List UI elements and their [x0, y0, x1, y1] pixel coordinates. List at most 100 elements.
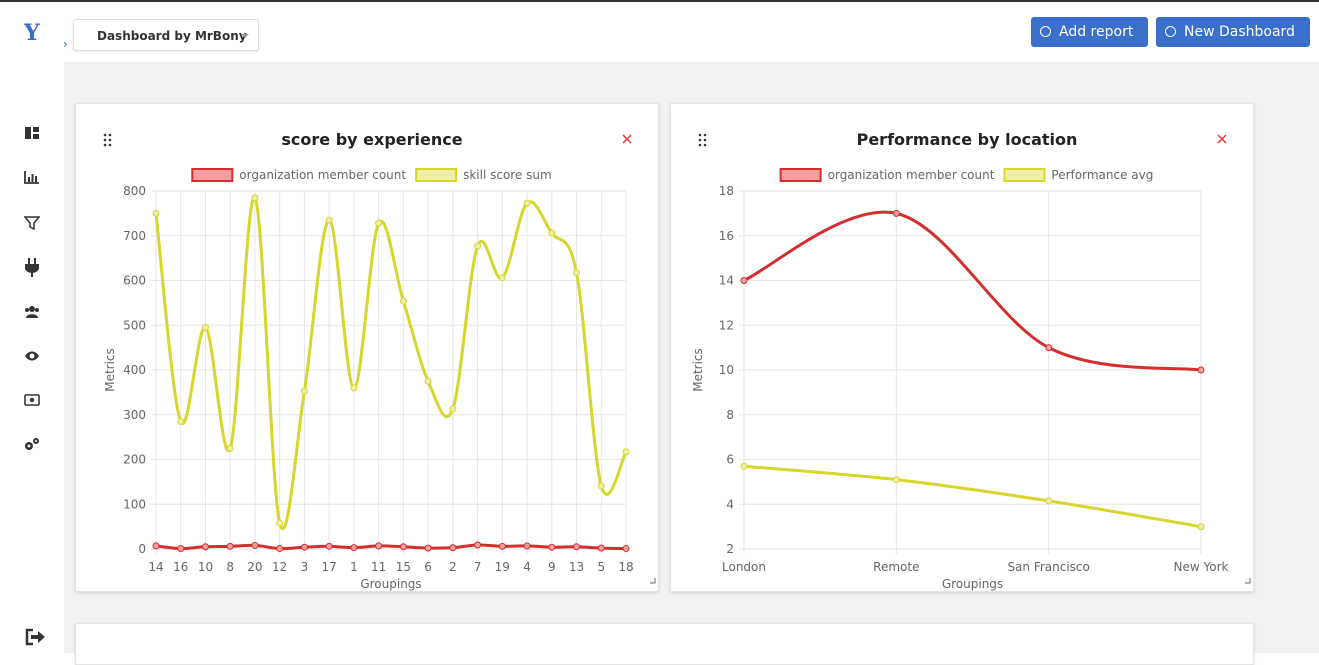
data-point	[375, 219, 383, 227]
legend-swatch	[415, 168, 458, 182]
data-point	[548, 229, 556, 237]
nav-users[interactable]	[24, 305, 40, 319]
data-point	[251, 194, 259, 202]
logout[interactable]	[24, 628, 48, 648]
data-point	[474, 242, 482, 250]
x-tick-label: 8	[226, 560, 234, 574]
nav-filters[interactable]	[24, 216, 40, 230]
top-border	[0, 0, 1319, 2]
data-point	[1045, 497, 1053, 505]
data-point	[523, 199, 531, 207]
data-point	[498, 274, 506, 282]
data-point	[740, 277, 748, 284]
data-point	[226, 444, 234, 452]
legend-swatch	[1003, 168, 1046, 182]
data-point	[201, 323, 209, 331]
series-line	[154, 196, 628, 531]
nav-dashboard[interactable]	[24, 126, 40, 140]
logo[interactable]: Y	[24, 20, 40, 46]
legend-label: skill score sum	[463, 168, 552, 182]
y-tick-label: 16	[719, 229, 734, 243]
x-tick-label: New York	[1174, 560, 1229, 574]
new-dashboard-button[interactable]: New Dashboard	[1156, 17, 1310, 47]
legend-label: Performance avg	[1051, 168, 1153, 182]
data-point	[1197, 523, 1205, 531]
x-tick-label: 15	[396, 560, 411, 574]
x-tick-label: 3	[301, 560, 309, 574]
add-report-button[interactable]: Add report	[1031, 17, 1148, 47]
data-point	[350, 544, 358, 552]
y-tick-label: 600	[123, 274, 146, 288]
close-button[interactable]	[622, 134, 632, 144]
data-point	[498, 542, 506, 550]
y-tick-label: 12	[719, 318, 734, 332]
legend-swatch	[779, 168, 822, 182]
sidebar-toggle[interactable]: ›	[63, 37, 68, 51]
x-tick-label: 14	[148, 560, 163, 574]
data-point	[892, 209, 900, 217]
x-tick-label: 2	[449, 560, 457, 574]
x-tick-label: 19	[495, 560, 510, 574]
data-point	[152, 542, 160, 550]
data-point	[300, 543, 308, 551]
x-tick-label: 5	[597, 560, 605, 574]
data-point	[622, 448, 630, 456]
x-tick-label: 6	[424, 560, 432, 574]
data-point	[474, 541, 482, 549]
data-point	[177, 417, 185, 425]
data-point	[152, 209, 160, 217]
data-point	[177, 545, 185, 553]
chart-title: Performance by location	[857, 130, 1078, 149]
x-tick-label: 16	[173, 560, 188, 574]
data-point	[300, 387, 308, 395]
series-line	[155, 543, 627, 551]
chart: Performance by location 2 4 6 8 10 12 14 16 18 Lon…	[691, 130, 1251, 591]
x-tick-label: 7	[474, 560, 482, 574]
legend-swatch	[191, 168, 234, 182]
nav-settings[interactable]	[24, 437, 40, 451]
legend-label: organization member count	[828, 168, 995, 182]
y-axis-label: Metrics	[691, 348, 705, 392]
x-tick-label: San Francisco	[1007, 560, 1089, 574]
data-point	[226, 542, 234, 550]
data-point	[251, 541, 259, 549]
data-point	[375, 542, 383, 550]
y-tick-label: 500	[123, 318, 146, 332]
y-tick-label: 6	[726, 453, 734, 467]
data-point	[276, 545, 284, 553]
y-tick-label: 8	[726, 408, 734, 422]
report-card: score by experience 0 100 200 300 400 500 600 70…	[75, 103, 659, 592]
data-point	[325, 542, 333, 550]
y-tick-label: 800	[123, 184, 146, 198]
series-line	[743, 464, 1202, 529]
close-button[interactable]	[1217, 134, 1227, 144]
data-point	[892, 476, 900, 484]
data-point	[399, 543, 407, 551]
drag-handle[interactable]	[103, 133, 112, 147]
sidebar: Y	[0, 2, 64, 653]
nav-reports[interactable]	[24, 170, 40, 184]
x-tick-label: 13	[569, 560, 584, 574]
data-point	[325, 216, 333, 224]
data-point	[424, 544, 432, 552]
data-point	[276, 519, 284, 527]
data-point	[424, 377, 432, 385]
dashboard-select[interactable]: Dashboard by MrBony	[73, 19, 259, 51]
nav-views[interactable]	[24, 349, 40, 363]
y-axis-label: Metrics	[103, 348, 117, 392]
report-card: Performance by location 2 4 6 8 10 12 14 16 18 Lon…	[670, 103, 1254, 592]
data-point	[449, 405, 457, 413]
data-point	[350, 384, 358, 392]
x-tick-label: London	[722, 560, 766, 574]
data-point	[523, 542, 531, 550]
x-tick-label: 1	[350, 560, 358, 574]
y-tick-label: 300	[123, 408, 146, 422]
x-tick-label: 12	[272, 560, 287, 574]
y-tick-label: 400	[123, 363, 146, 377]
drag-handle[interactable]	[698, 133, 707, 147]
data-point	[573, 543, 581, 551]
nav-integrations[interactable]	[24, 258, 40, 278]
nav-billing[interactable]	[24, 393, 40, 407]
x-tick-label: 20	[247, 560, 262, 574]
x-tick-label: 11	[371, 560, 386, 574]
